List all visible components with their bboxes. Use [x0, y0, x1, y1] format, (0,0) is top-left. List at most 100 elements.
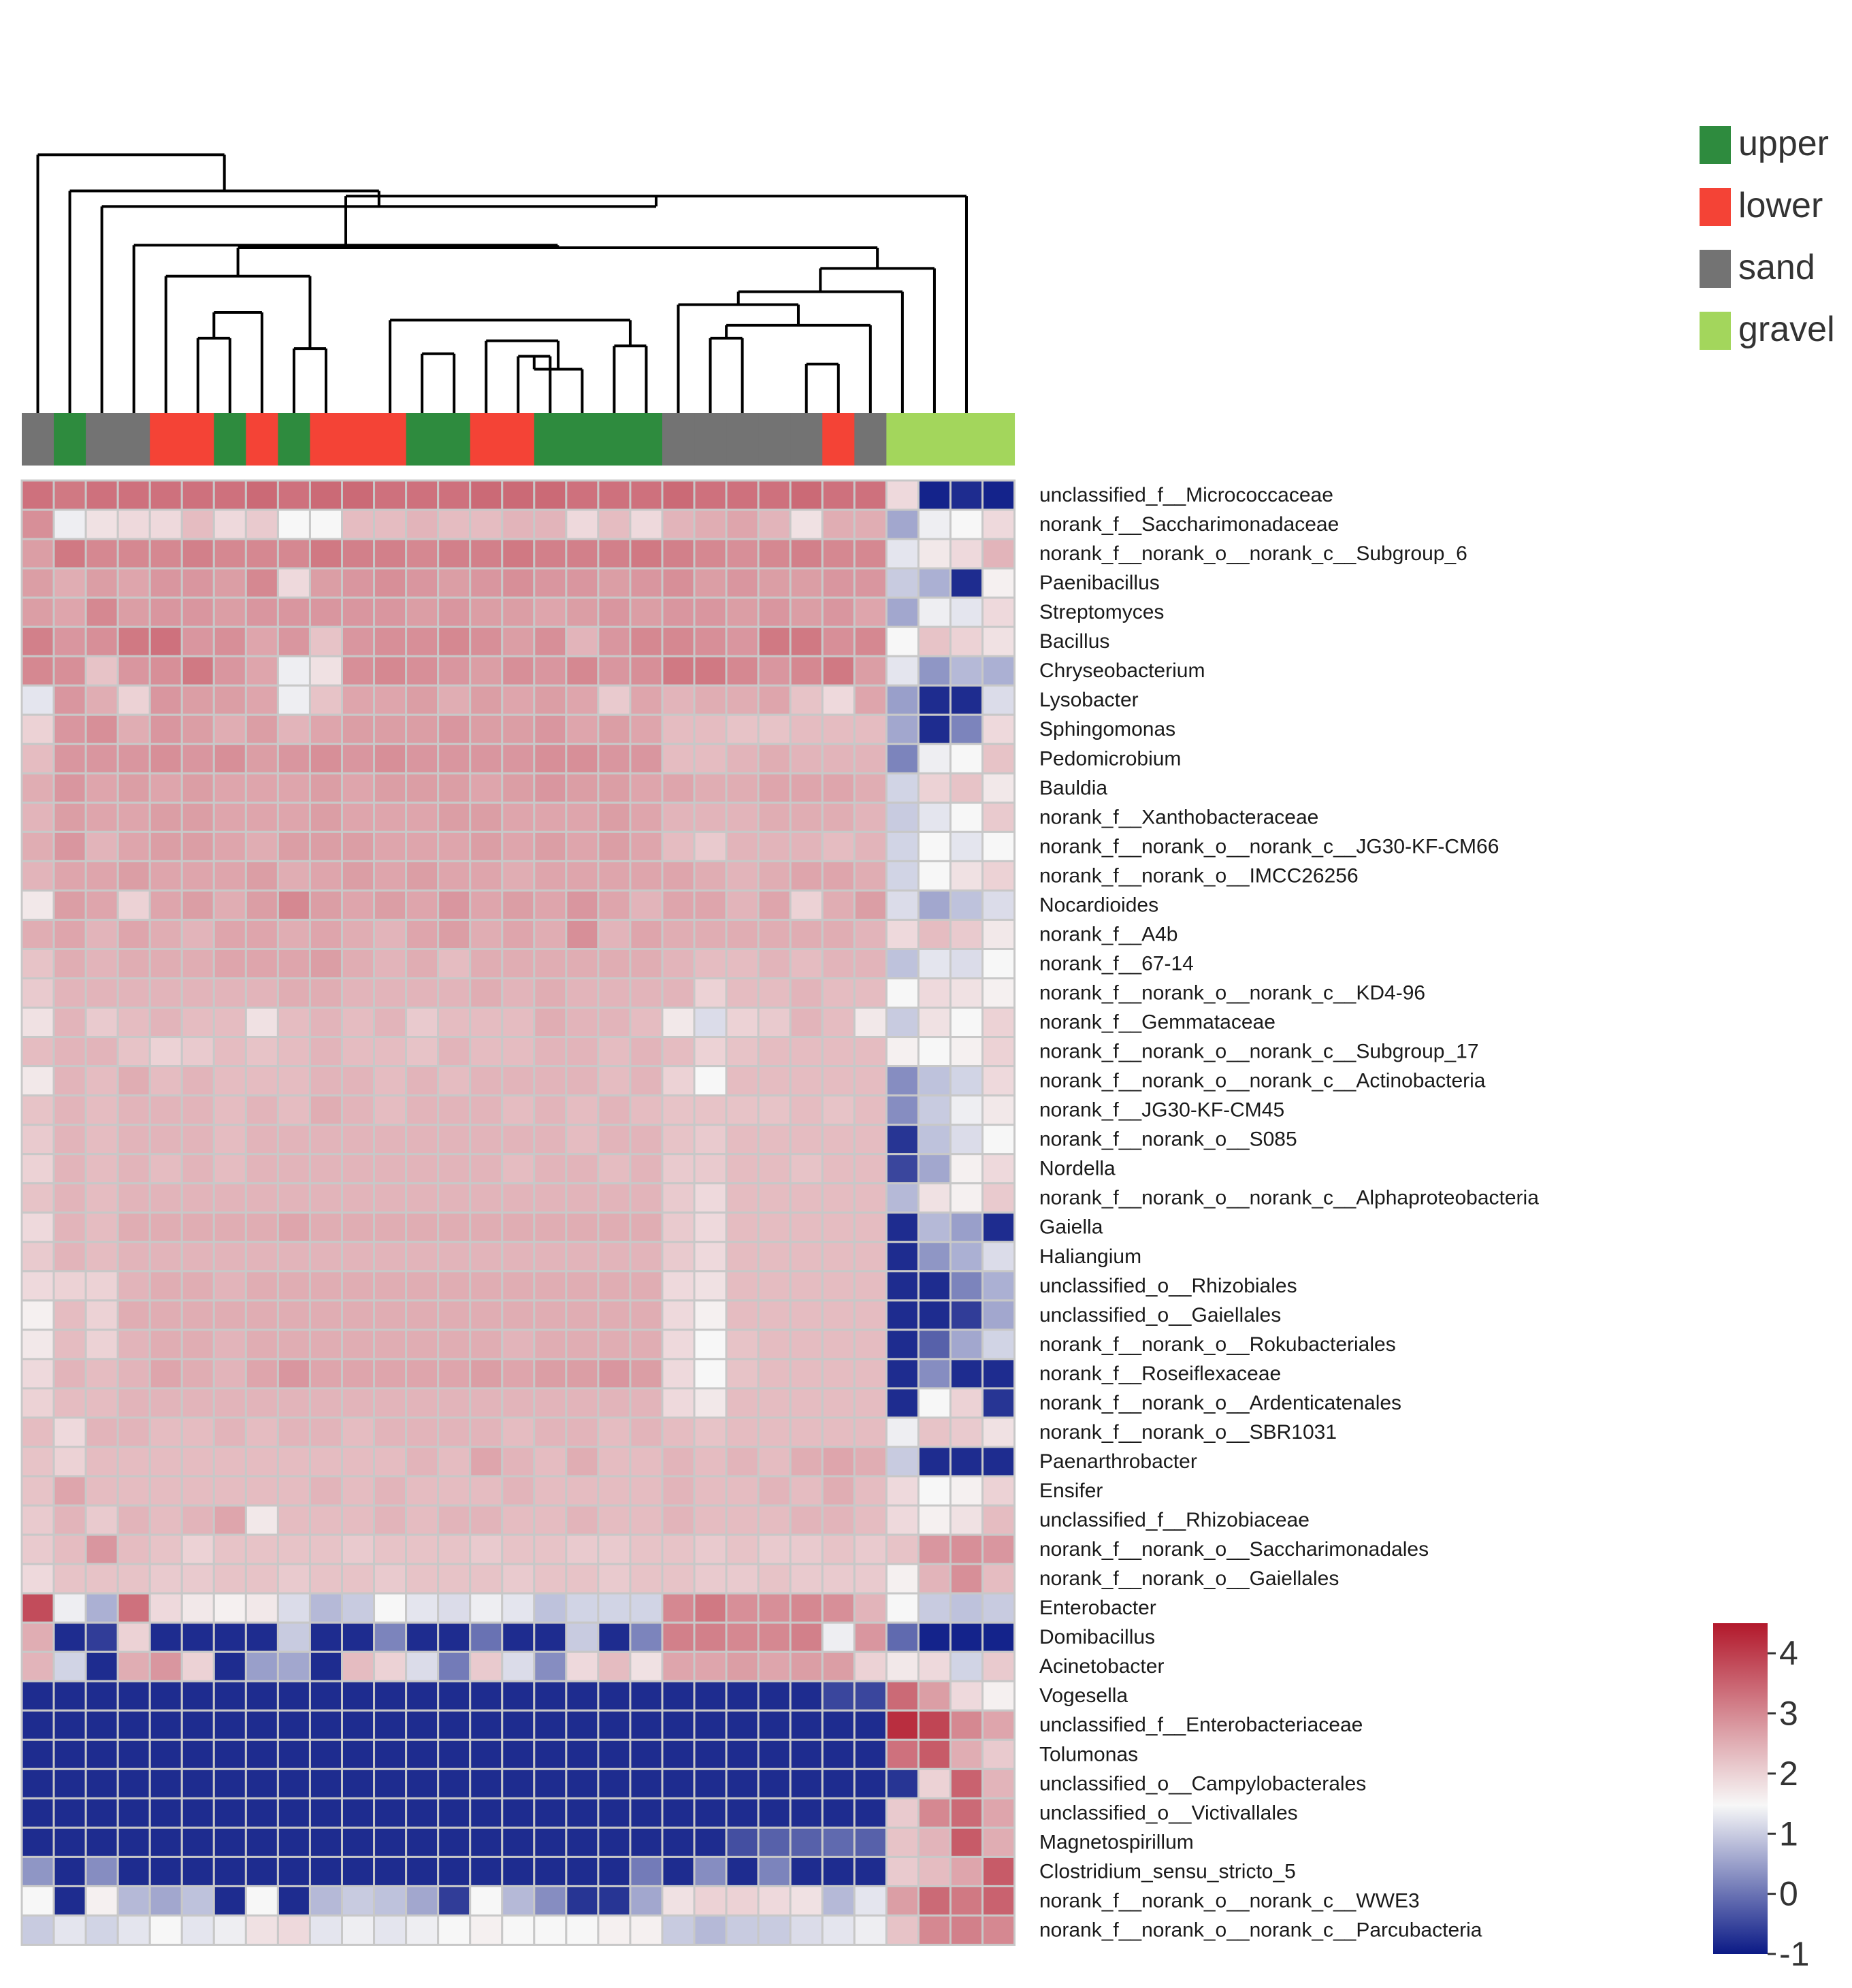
- heatmap-cell: [629, 508, 664, 540]
- heatmap-cell: [565, 1738, 600, 1770]
- heatmap-cell: [437, 743, 472, 775]
- heatmap-cell: [84, 947, 119, 980]
- heatmap-cell: [373, 1914, 408, 1946]
- heatmap-cell: [501, 508, 536, 540]
- heatmap-cell: [853, 947, 888, 980]
- heatmap-cell: [341, 947, 376, 980]
- heatmap-cell: [116, 743, 151, 775]
- heatmap-cell: [981, 1299, 1016, 1331]
- heatmap-cell: [180, 1592, 215, 1624]
- heatmap-cell: [533, 1680, 568, 1712]
- heatmap-cell: [853, 1533, 888, 1565]
- heatmap-cell: [597, 1094, 632, 1126]
- heatmap-cell: [789, 1153, 824, 1185]
- heatmap-cell: [244, 1855, 279, 1887]
- heatmap-cell: [853, 1680, 888, 1712]
- legend-swatch-upper: [1700, 126, 1731, 164]
- heatmap-cell: [52, 567, 87, 599]
- heatmap-cell: [821, 1504, 856, 1536]
- heatmap-cell: [853, 538, 888, 570]
- group-bar-gravel: [918, 413, 951, 466]
- heatmap-cell: [533, 1299, 568, 1331]
- heatmap-cell: [373, 1387, 408, 1419]
- heatmap-cell: [917, 1153, 952, 1185]
- heatmap-cell: [308, 567, 344, 599]
- heatmap-cell: [917, 1914, 952, 1946]
- heatmap-cell: [148, 1241, 183, 1273]
- heatmap-cell: [116, 1299, 151, 1331]
- heatmap-cell: [52, 1914, 87, 1946]
- heatmap-cell: [373, 1855, 408, 1887]
- heatmap-cell: [693, 830, 728, 862]
- heatmap-cell: [565, 684, 600, 716]
- heatmap-cell: [244, 1065, 279, 1097]
- heatmap-cell: [20, 1299, 55, 1331]
- heatmap-cell: [597, 1241, 632, 1273]
- row-label: norank_f__norank_o__norank_c__Alphaprote…: [1039, 1187, 1539, 1209]
- heatmap-cell: [789, 1563, 824, 1595]
- heatmap-cell: [20, 1592, 55, 1624]
- heatmap-cell: [437, 684, 472, 716]
- heatmap-cell: [597, 538, 632, 570]
- heatmap-cell: [981, 1797, 1016, 1829]
- heatmap-cell: [501, 1446, 536, 1478]
- heatmap-cell: [244, 1885, 279, 1917]
- heatmap-cell: [693, 1504, 728, 1536]
- heatmap-cell: [917, 918, 952, 950]
- heatmap-cell: [341, 1885, 376, 1917]
- heatmap-cell: [885, 1885, 920, 1917]
- heatmap-cell: [148, 977, 183, 1009]
- heatmap-cell: [180, 1533, 215, 1565]
- heatmap-cell: [629, 947, 664, 980]
- group-bar-lower: [374, 413, 407, 466]
- heatmap-cell: [533, 655, 568, 687]
- heatmap-cell: [629, 1767, 664, 1799]
- heatmap-cell: [725, 1826, 760, 1858]
- group-legend: upper lower sand gravel: [1700, 124, 1835, 350]
- heatmap-cell: [212, 860, 247, 892]
- heatmap-cell: [821, 1767, 856, 1799]
- heatmap-cell: [533, 479, 568, 511]
- heatmap-cell: [981, 918, 1016, 950]
- heatmap-cell: [981, 713, 1016, 745]
- heatmap-cell: [853, 1299, 888, 1331]
- heatmap-cell: [853, 655, 888, 687]
- heatmap-cell: [981, 1855, 1016, 1887]
- heatmap-cell: [789, 1797, 824, 1829]
- heatmap-cell: [52, 1533, 87, 1565]
- heatmap-cell: [52, 538, 87, 570]
- heatmap-cell: [629, 596, 664, 628]
- heatmap-cell: [949, 860, 984, 892]
- heatmap-cell: [661, 860, 696, 892]
- row-label: norank_f__norank_o__norank_c__Subgroup_1…: [1039, 1041, 1479, 1063]
- heatmap-cell: [180, 1007, 215, 1039]
- heatmap-cell: [661, 830, 696, 862]
- heatmap-cell: [308, 1358, 344, 1390]
- heatmap-cell: [981, 479, 1016, 511]
- heatmap-cell: [469, 860, 504, 892]
- heatmap-cell: [821, 1797, 856, 1829]
- heatmap-cell: [949, 1680, 984, 1712]
- heatmap-cell: [20, 1065, 55, 1097]
- heatmap-cell: [373, 1826, 408, 1858]
- heatmap-cell: [244, 567, 279, 599]
- heatmap-cell: [629, 1211, 664, 1243]
- heatmap-cell: [757, 655, 792, 687]
- heatmap-cell: [981, 889, 1016, 921]
- heatmap-cell: [116, 772, 151, 804]
- heatmap-cell: [501, 1416, 536, 1448]
- heatmap-cell: [533, 1504, 568, 1536]
- heatmap-cell: [180, 1797, 215, 1829]
- heatmap-cell: [20, 1007, 55, 1039]
- heatmap-cell: [821, 538, 856, 570]
- heatmap-cell: [212, 1065, 247, 1097]
- heatmap-cell: [244, 743, 279, 775]
- heatmap-cell: [116, 479, 151, 511]
- heatmap-cell: [148, 772, 183, 804]
- heatmap-cell: [308, 977, 344, 1009]
- heatmap-cell: [212, 655, 247, 687]
- heatmap-cell: [373, 743, 408, 775]
- heatmap-cell: [469, 1855, 504, 1887]
- heatmap-cell: [20, 508, 55, 540]
